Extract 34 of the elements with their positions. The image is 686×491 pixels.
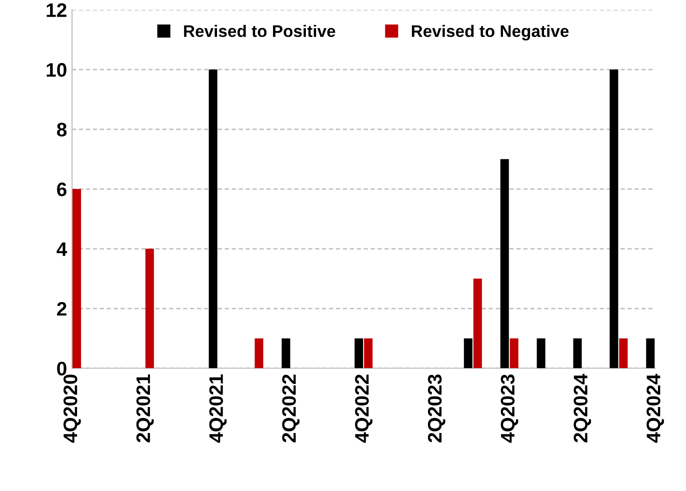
legend-label: Revised to Negative: [412, 24, 569, 40]
bar: [464, 338, 472, 368]
x-tick-label: 2Q2021: [136, 374, 154, 442]
bar: [536, 338, 546, 368]
x-tick-label: 4Q2024: [646, 374, 664, 443]
bar: [354, 338, 364, 368]
y-tick-label: 4: [56, 242, 68, 256]
bar: [619, 338, 628, 368]
x-tick-label: 4Q2020: [63, 374, 81, 443]
x-tick-label: 2Q2022: [282, 374, 300, 442]
bar: [145, 248, 154, 368]
bar: [72, 189, 82, 368]
bar: [282, 338, 290, 368]
x-tick-label: 2Q2023: [428, 374, 446, 442]
bar: [510, 338, 518, 368]
y-tick-label: 8: [56, 122, 67, 137]
bar: [573, 338, 582, 368]
x-tick-label: 4Q2021: [209, 374, 227, 443]
bar: [646, 338, 655, 368]
x-tick-label: 4Q2022: [355, 374, 372, 443]
bar: [610, 70, 618, 368]
bar: [254, 338, 264, 368]
legend-label: Revised to Positive: [184, 24, 336, 38]
bar: [364, 338, 373, 368]
bar: [500, 159, 509, 368]
bar: [208, 70, 218, 368]
x-tick-label: 2Q2024: [574, 374, 592, 442]
y-tick-label: 10: [46, 63, 66, 77]
y-tick-label: 2: [57, 302, 66, 316]
y-tick-label: 6: [57, 182, 66, 196]
y-tick-label: 12: [46, 3, 66, 17]
bar: [473, 278, 482, 368]
y-tick-label: 0: [57, 362, 66, 376]
x-tick-label: 4Q2023: [500, 374, 518, 443]
